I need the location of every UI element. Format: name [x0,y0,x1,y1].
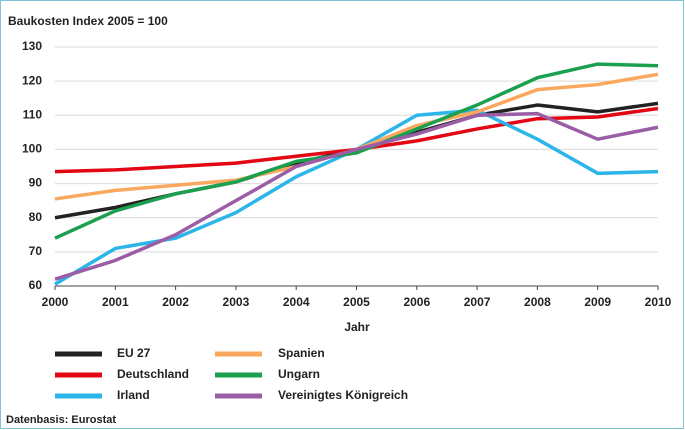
chart-title: Baukosten Index 2005 = 100 [8,14,168,28]
x-tick-label: 2009 [584,295,611,309]
x-tick-label: 2007 [464,295,491,309]
x-tick-label: 2004 [283,295,310,309]
series-line [54,106,659,174]
x-tick-label: 2000 [42,295,69,309]
y-tick-label: 110 [23,107,43,121]
y-tick-label: 80 [29,210,43,224]
y-tick-label: 90 [29,176,43,190]
y-tick-label: 70 [29,244,43,258]
series-line [54,72,659,201]
y-tick-label: 130 [22,39,42,53]
y-tick-label: 100 [22,142,42,156]
x-tick-label: 2003 [223,295,250,309]
x-axis-label: Jahr [344,320,370,334]
legend-label: Ungarn [278,367,320,381]
legend-label: Vereinigtes Königreich [278,388,408,402]
x-tick-label: 2006 [403,295,430,309]
x-tick-label: 2005 [343,295,370,309]
series-line [54,111,659,281]
series-line [54,62,659,240]
x-tick-label: 2002 [162,295,189,309]
series-line [54,108,659,286]
x-tick-label: 2008 [524,295,551,309]
legend-label: Irland [117,388,150,402]
legend-label: Deutschland [117,367,189,381]
y-tick-label: 60 [29,278,43,292]
legend-label: Spanien [278,346,325,360]
x-tick-label: 2010 [645,295,672,309]
y-tick-label: 120 [22,73,42,87]
x-tick-label: 2001 [102,295,129,309]
legend-label: EU 27 [117,346,151,360]
source-note: Datenbasis: Eurostat [6,414,116,426]
